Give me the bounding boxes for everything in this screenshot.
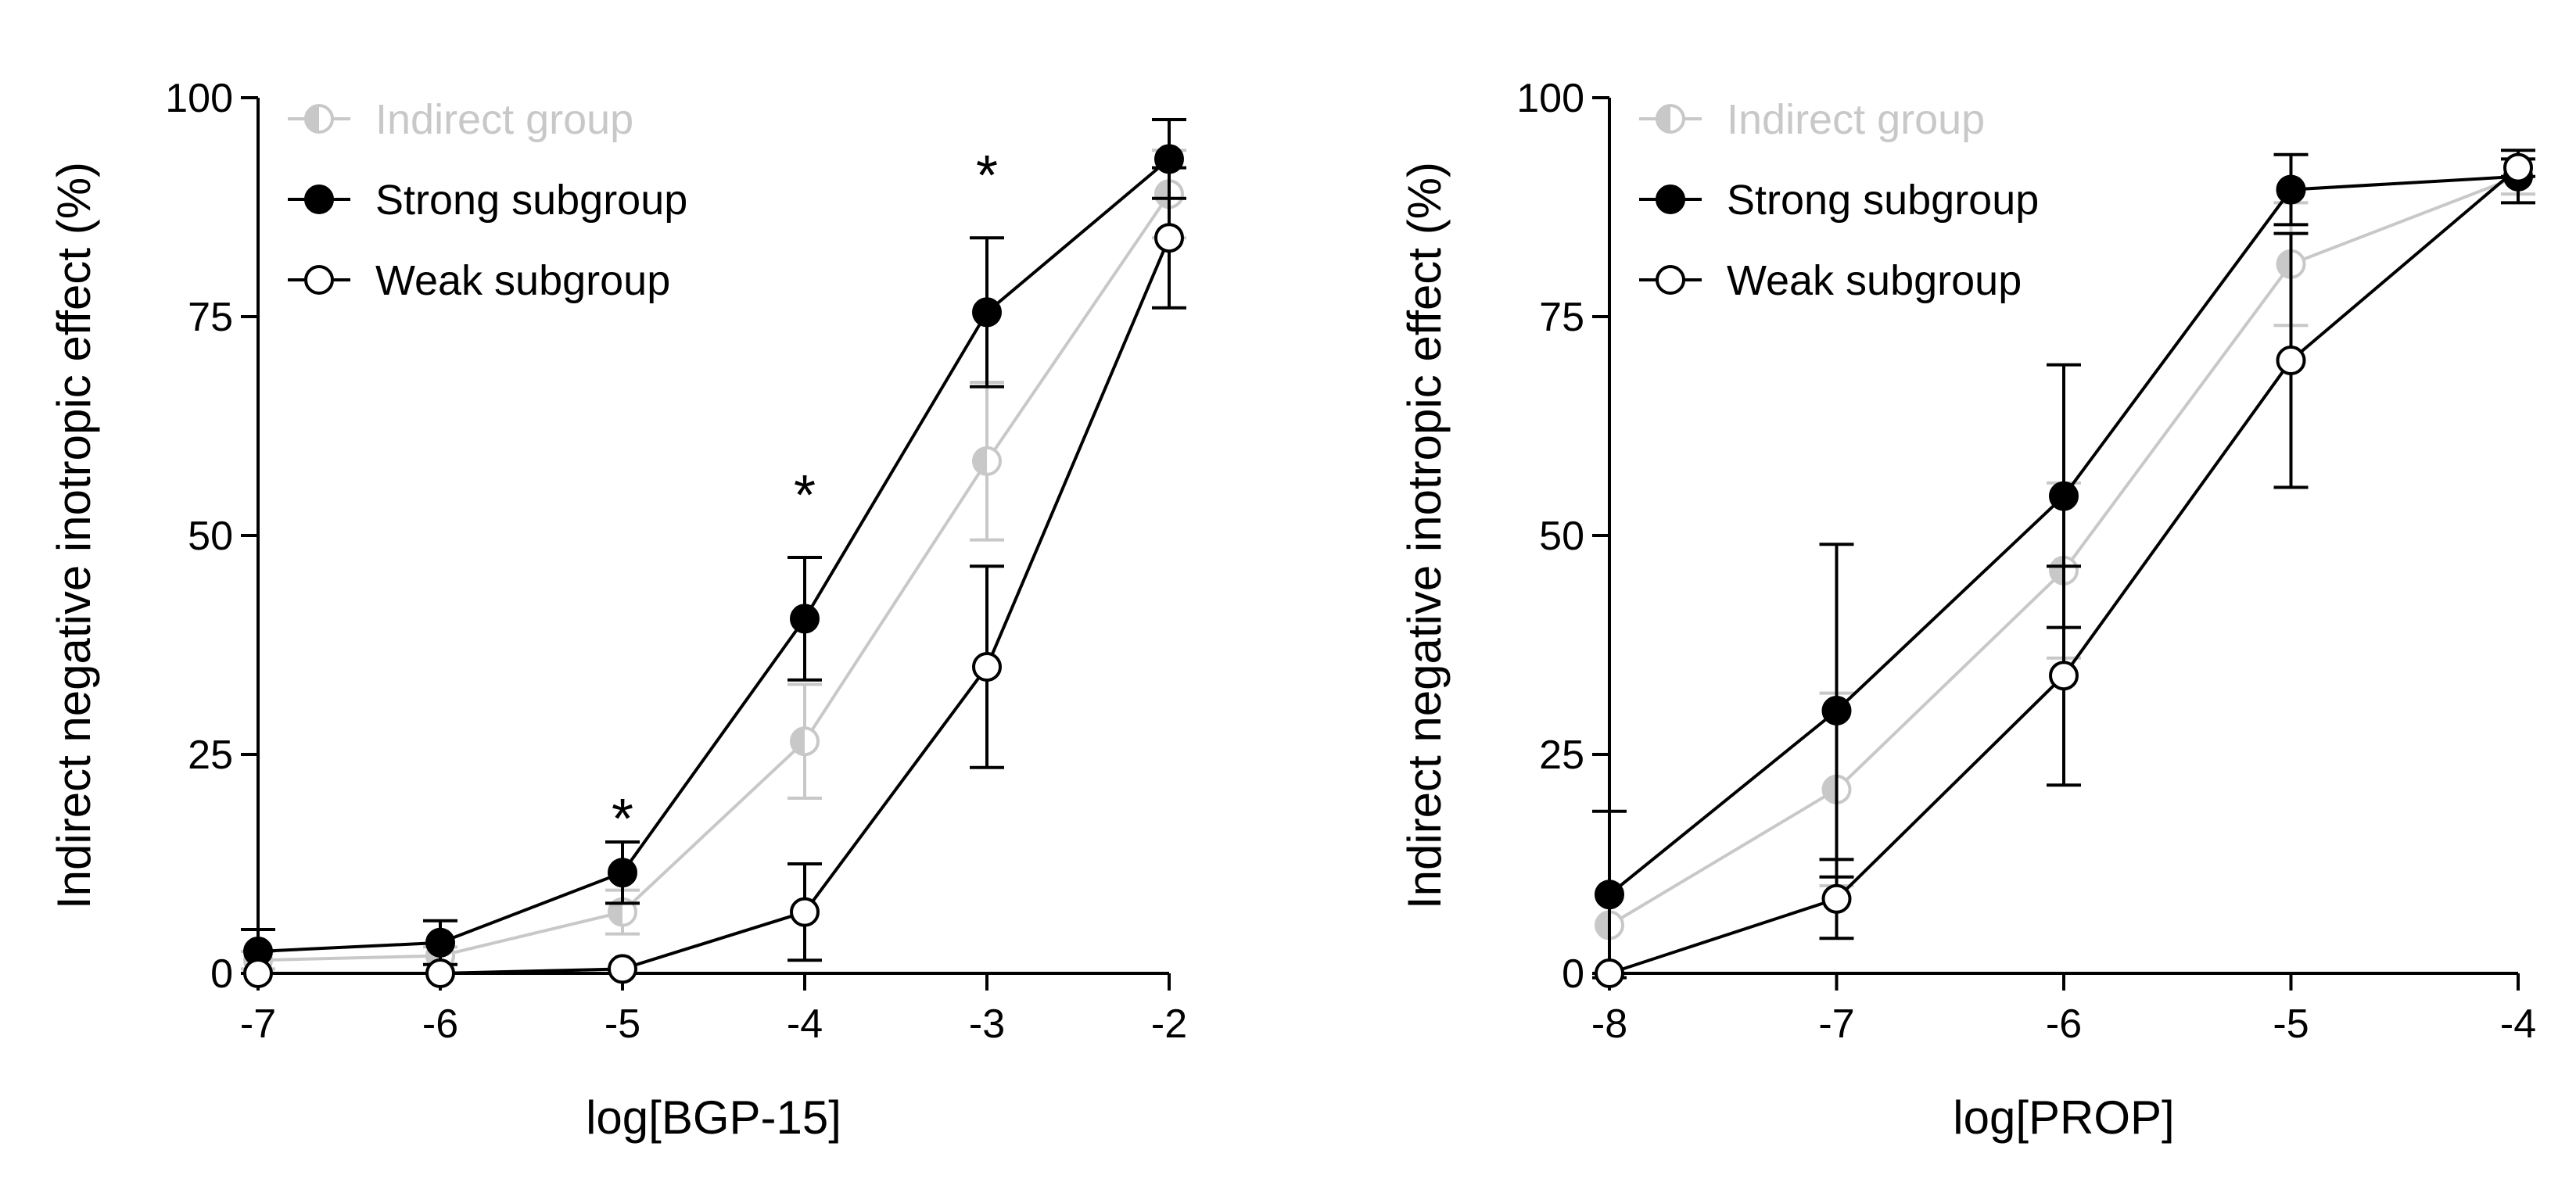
- data-point: [1154, 223, 1184, 253]
- data-point: [972, 297, 1002, 328]
- series-weak-subgroup: [243, 166, 1186, 988]
- legend-marker: [304, 185, 334, 214]
- data-point: [790, 726, 820, 757]
- legend-item: Indirect group: [288, 96, 633, 143]
- data-point: [972, 446, 1002, 476]
- data-point: [2049, 481, 2079, 511]
- x-tick-label: -5: [2273, 1001, 2309, 1047]
- legend-label: Strong subgroup: [375, 177, 687, 224]
- marker-half: [1657, 106, 1670, 132]
- data-point: [425, 927, 455, 958]
- y-tick-label: 100: [165, 76, 233, 121]
- data-point: [2276, 174, 2306, 205]
- significance-marker: *: [794, 464, 816, 527]
- data-point: [790, 604, 820, 634]
- y-tick-label: 100: [1516, 76, 1584, 121]
- marker-half: [2277, 250, 2291, 278]
- x-tick-label: -3: [969, 1001, 1005, 1047]
- x-tick-label: -7: [1818, 1001, 1854, 1047]
- data-point: [1821, 883, 1852, 914]
- marker-half: [306, 106, 319, 132]
- x-axis-title: log[BGP-15]: [586, 1091, 841, 1144]
- marker-half: [1823, 776, 1837, 803]
- data-point: [608, 897, 637, 927]
- series-strong-subgroup: [241, 118, 1186, 975]
- legend-item: Weak subgroup: [1639, 257, 2022, 304]
- data-point: [1821, 696, 1852, 725]
- x-tick-label: -6: [2046, 1001, 2082, 1047]
- chart-2: 0 25 50 75 100 -8 -7 -6 -5 -4 log[PROP] Indirect ne…: [1398, 76, 2536, 1144]
- y-tick-label: 25: [188, 733, 233, 778]
- significance-marker: *: [612, 788, 633, 851]
- legend-item: Strong subgroup: [288, 177, 687, 224]
- x-axis-title: log[PROP]: [1953, 1091, 2174, 1144]
- marker-half: [974, 447, 987, 475]
- y-tick-label: 50: [188, 514, 233, 559]
- legend-label: Indirect group: [375, 96, 633, 143]
- y-axis-title: Indirect negative inotropic effect (%): [48, 162, 100, 909]
- x-tick-label: -4: [787, 1001, 823, 1047]
- marker-half: [609, 898, 622, 926]
- x-tick-label: -7: [240, 1001, 276, 1047]
- y-tick-label: 0: [1562, 951, 1584, 997]
- legend-label: Strong subgroup: [1727, 177, 2039, 224]
- legend-label: Weak subgroup: [375, 257, 670, 304]
- marker-half: [1156, 181, 1169, 208]
- series-weak-subgroup: [1595, 152, 2535, 988]
- y-tick-label: 0: [210, 951, 233, 997]
- legend-item: Weak subgroup: [288, 257, 670, 304]
- x-tick-label: -6: [422, 1001, 458, 1047]
- y-tick-label: 25: [1539, 733, 1584, 778]
- y-axis-title: Indirect negative inotropic effect (%): [1398, 162, 1451, 909]
- legend-marker: [1656, 265, 1685, 295]
- legend-marker: [1656, 185, 1685, 214]
- legend-item: Indirect group: [1639, 96, 1985, 143]
- legend: Indirect group Strong subgroup Weak subgro…: [288, 96, 687, 304]
- y-tick-label: 75: [188, 295, 233, 340]
- y-tick-label: 75: [1539, 295, 1584, 340]
- legend-item: Strong subgroup: [1639, 177, 2039, 224]
- data-point: [608, 858, 637, 888]
- x-tick-label: -8: [1591, 1001, 1627, 1047]
- marker-half: [1596, 912, 1609, 939]
- data-point: [2049, 661, 2079, 691]
- marker-half: [791, 728, 805, 755]
- data-point: [243, 958, 273, 988]
- legend: Indirect group Strong subgroup Weak subgro…: [1639, 96, 2039, 304]
- series-line: [258, 237, 1171, 975]
- series-line: [257, 193, 1171, 962]
- data-point: [608, 954, 637, 984]
- legend-marker: [304, 265, 334, 295]
- data-point: [790, 897, 820, 927]
- data-point: [1595, 958, 1624, 988]
- data-point: [972, 652, 1002, 682]
- significance-marker: *: [976, 145, 998, 207]
- series-line: [257, 157, 1171, 953]
- legend-marker: [304, 104, 334, 134]
- legend-label: Weak subgroup: [1727, 257, 2022, 304]
- chart-1: 0 25 50 75 100 -7 -6 -5 -4 -3 -2 log[BGP-15] Indirec…: [48, 76, 1187, 1144]
- x-tick-label: -5: [605, 1001, 640, 1047]
- y-tick-label: 50: [1539, 514, 1584, 559]
- data-point: [425, 958, 455, 988]
- legend-marker: [1656, 104, 1685, 134]
- x-tick-label: -4: [2500, 1001, 2536, 1047]
- data-point: [2276, 346, 2306, 375]
- data-point: [2503, 152, 2533, 183]
- data-point: [1595, 880, 1624, 910]
- x-tick-label: -2: [1151, 1001, 1187, 1047]
- marker-half: [2050, 557, 2064, 584]
- legend-label: Indirect group: [1727, 96, 1985, 143]
